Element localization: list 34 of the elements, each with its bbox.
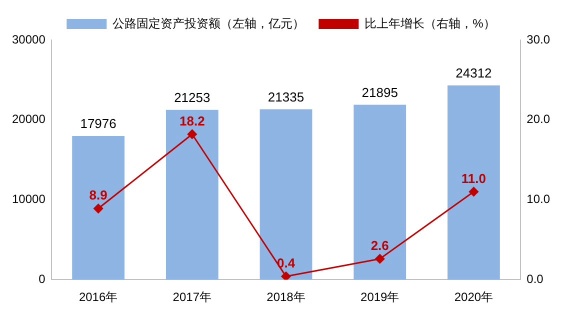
bar: [72, 136, 124, 280]
data-label: 8.9: [89, 188, 108, 203]
y-tick-label: 30000: [12, 32, 46, 46]
y2-tick-label: 30.0: [526, 32, 550, 46]
point: [187, 129, 197, 139]
y2-tick-label: 0.0: [526, 272, 544, 286]
bar: [448, 85, 500, 280]
data-label: 18.2: [179, 113, 205, 128]
data-label: 11.0: [461, 170, 486, 186]
data-label: 24312: [456, 66, 492, 81]
data-label: 21253: [174, 90, 210, 105]
point: [375, 254, 385, 264]
bar: [354, 104, 406, 280]
y-tick-label: 20000: [12, 112, 46, 126]
data-label: 21895: [362, 84, 398, 100]
y2-tick-label: 20.0: [526, 112, 550, 126]
data-label: 21335: [268, 89, 304, 104]
x-tick-label: 2018年: [266, 290, 306, 304]
bar: [166, 110, 218, 280]
legend-label: 比上年增长（右轴，%）: [364, 16, 496, 30]
point: [468, 186, 478, 196]
y-tick-label: 10000: [12, 192, 46, 206]
point: [281, 272, 291, 280]
legend-label: 公路固定资产投资额（左轴，亿元）: [112, 16, 305, 30]
y-tick-label: 0: [38, 272, 46, 286]
x-tick-label: 2016年: [78, 290, 118, 304]
point: [94, 204, 104, 214]
bar: [260, 109, 312, 280]
x-tick-label: 2020年: [454, 290, 494, 304]
x-tick-label: 2019年: [360, 290, 400, 304]
data-label: 2.6: [370, 238, 389, 253]
y2-tick-label: 10.0: [526, 192, 550, 206]
x-tick-label: 2017年: [172, 290, 212, 304]
data-label: 17976: [80, 116, 116, 132]
